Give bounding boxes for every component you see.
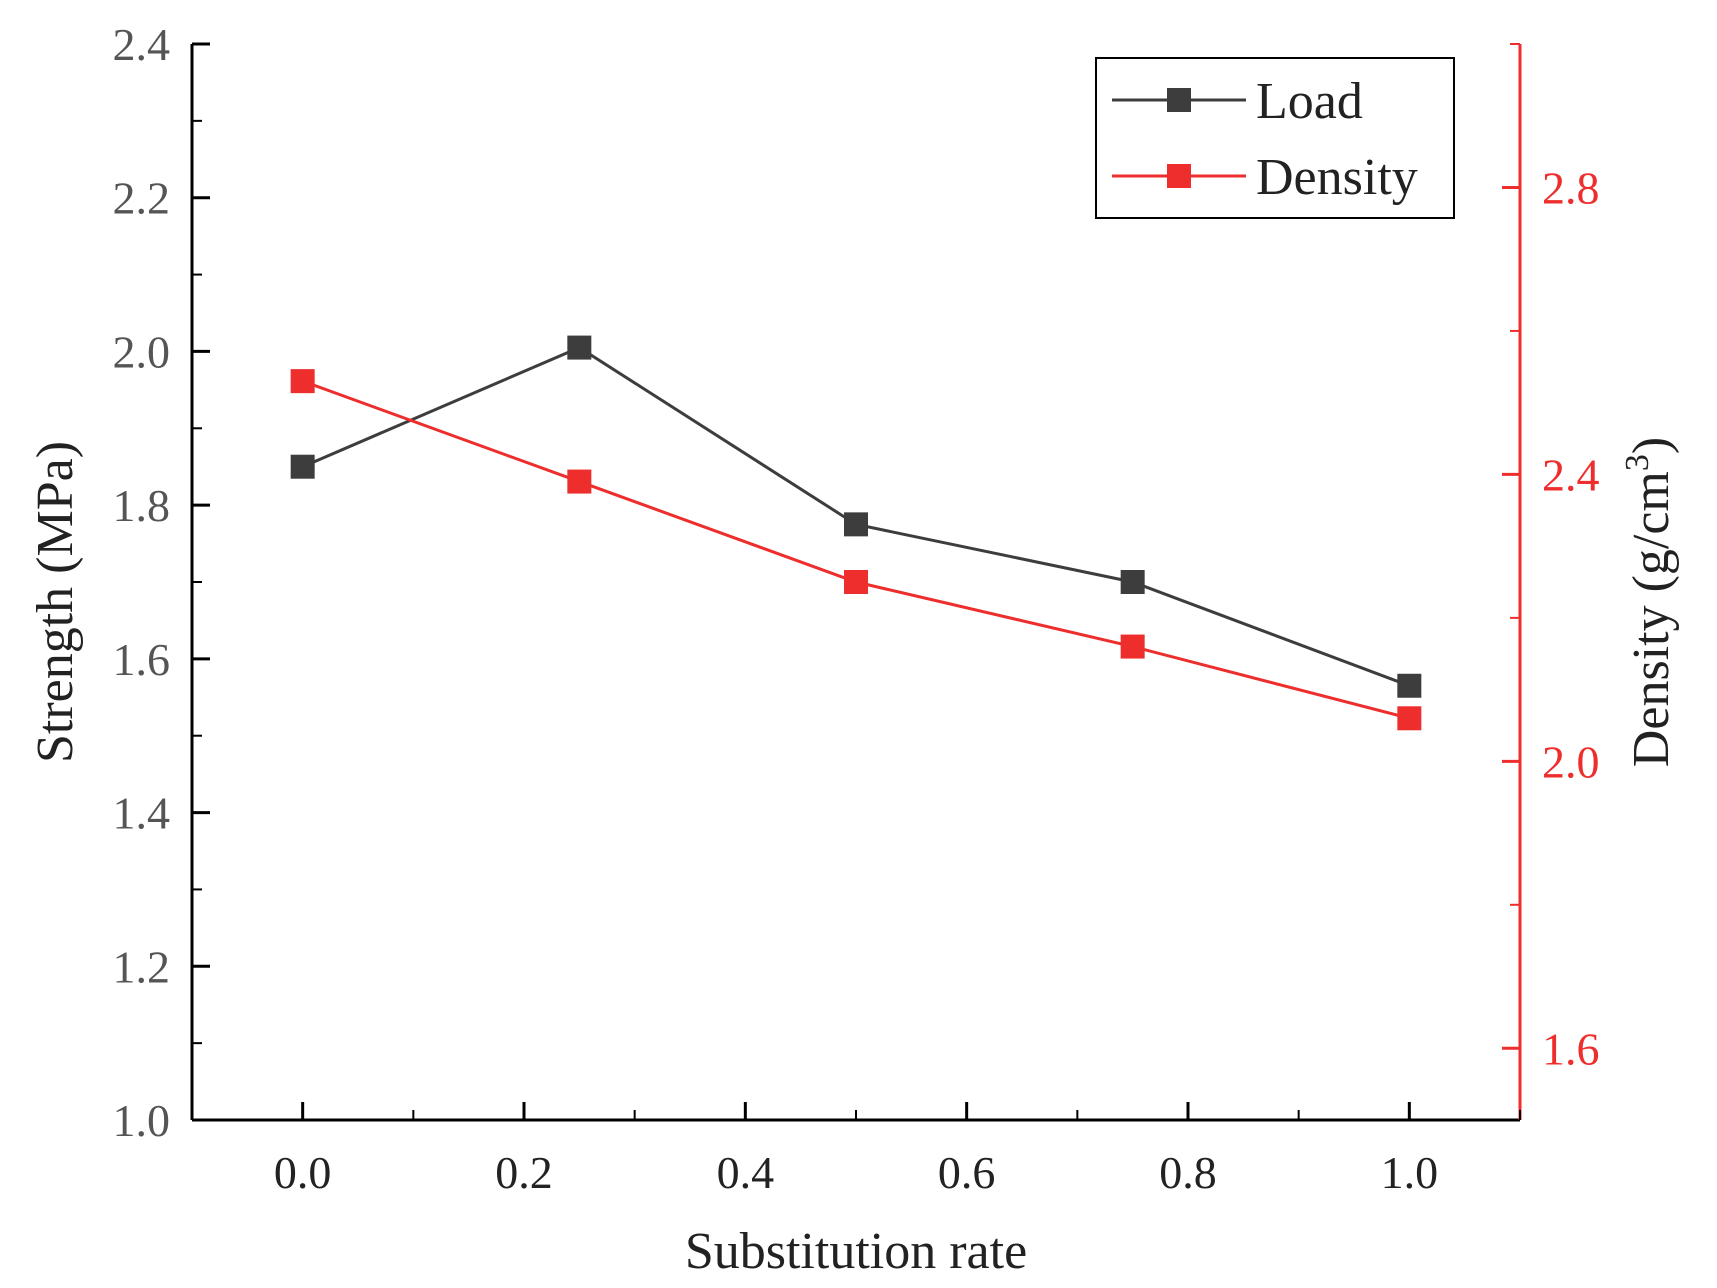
data-point-load — [1120, 570, 1145, 594]
series-group — [290, 335, 1422, 731]
y-tick-label: 2.0 — [113, 326, 171, 377]
y2-tick-label: 2.4 — [1542, 449, 1600, 500]
data-point-density — [1397, 706, 1422, 731]
y2-title-main: Density (g/cm — [1623, 471, 1680, 767]
y-tick-label: 1.8 — [113, 480, 171, 531]
y2-tick-label: 2.0 — [1542, 736, 1600, 787]
ticks-group: 1.0 1.2 1.4 1.6 1.8 2.0 2.2 2.4 0.0 0.2 0.4 0.6 0.8 1… — [113, 19, 1600, 1198]
data-point-density — [844, 570, 868, 594]
y2-title-close: ) — [1623, 437, 1680, 454]
y-tick-label: 2.4 — [113, 19, 171, 70]
legend-label-load: Load — [1256, 73, 1363, 130]
x-tick-label: 0.0 — [274, 1147, 332, 1198]
y-tick-label: 1.2 — [113, 941, 171, 992]
y2-tick-label: 2.8 — [1542, 162, 1600, 213]
data-point-density — [567, 469, 592, 494]
x-tick-label: 0.6 — [938, 1147, 996, 1198]
y2-title-superscript: 3 — [1619, 454, 1656, 471]
y-tick-label: 2.2 — [113, 173, 171, 224]
y-tick-label: 1.6 — [113, 634, 171, 685]
legend-marker-density — [1167, 164, 1191, 188]
data-point-density — [290, 369, 315, 394]
data-point-load — [1397, 673, 1422, 698]
x-tick-label: 0.4 — [717, 1147, 775, 1198]
legend-label-density: Density — [1256, 149, 1418, 206]
data-point-density — [1120, 634, 1145, 659]
y-tick-label: 1.0 — [113, 1095, 171, 1146]
x-tick-label: 0.8 — [1159, 1147, 1217, 1198]
x-axis-title: Substitution rate — [685, 1223, 1027, 1280]
y2-tick-label: 1.6 — [1542, 1023, 1600, 1074]
x-tick-label: 0.2 — [495, 1147, 553, 1198]
legend: Load Density — [1095, 57, 1455, 219]
series-line-density — [302, 379, 1410, 720]
y-axis-title-right: Density (g/cm3) — [1619, 437, 1680, 767]
legend-marker-load — [1167, 88, 1191, 112]
data-point-load — [290, 454, 315, 479]
y-axis-title-left: Strength (MPa) — [27, 441, 84, 763]
legend-box — [1095, 57, 1455, 219]
data-point-load — [844, 512, 868, 537]
x-tick-label: 1.0 — [1381, 1147, 1439, 1198]
y-tick-label: 1.4 — [113, 788, 171, 839]
data-point-load — [567, 335, 592, 360]
